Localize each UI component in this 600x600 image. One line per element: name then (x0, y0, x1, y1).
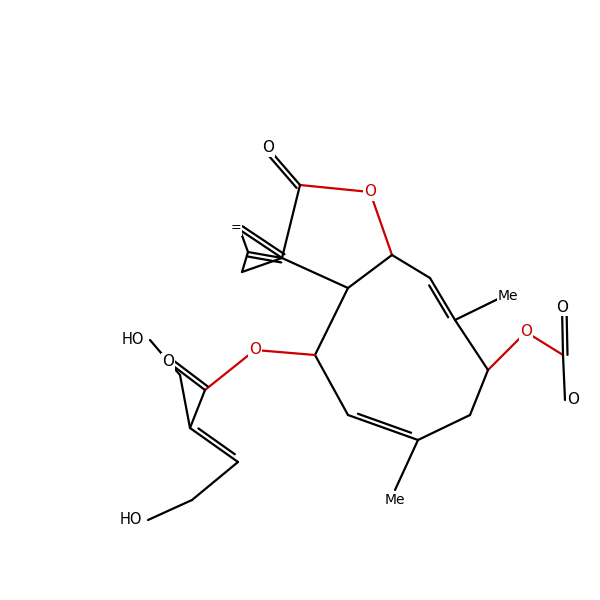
Text: O: O (262, 140, 274, 155)
Text: HO: HO (119, 512, 142, 527)
Text: =: = (230, 221, 241, 235)
Text: HO: HO (121, 332, 144, 347)
Text: Me: Me (498, 289, 518, 303)
Text: O: O (520, 325, 532, 340)
Text: O: O (249, 343, 261, 358)
Text: O: O (556, 299, 568, 314)
Text: O: O (567, 392, 579, 407)
Text: O: O (364, 185, 376, 199)
Text: O: O (162, 355, 174, 370)
Text: Me: Me (385, 493, 405, 507)
